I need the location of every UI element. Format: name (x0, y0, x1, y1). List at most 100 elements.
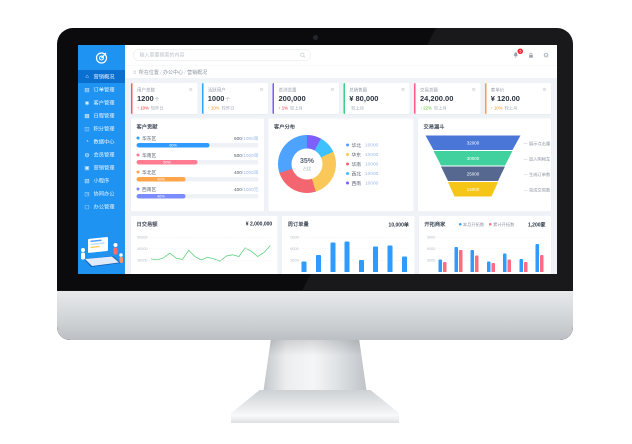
contribution-row-top: 西南区 400/1000元 (136, 186, 259, 193)
sidebar-item-label: 客户管理 (93, 99, 115, 106)
gear-icon[interactable]: ⚙ (471, 87, 476, 92)
donut-chart: 35% 占比 (278, 135, 337, 193)
sidebar-item-2[interactable]: ▤ 订单管理 (78, 83, 125, 96)
merchants-legend: 本月开拓数 累计开拓数 (458, 221, 514, 227)
monitor-stand-base (231, 390, 399, 423)
grid-line (436, 237, 546, 238)
search-input[interactable] (138, 51, 300, 59)
search-box[interactable] (133, 49, 311, 61)
donut-wrap: 35% 占比 华北 10000 华东 10000 华南 10000 西北 10000 西南 100… (274, 135, 408, 193)
home-icon: ⌂ (133, 68, 137, 75)
kpi-delta: ↑ 1% (278, 105, 288, 111)
bar-group (454, 246, 463, 272)
breadcrumb-separator: / (183, 70, 188, 76)
gear-icon[interactable]: ⚙ (259, 87, 264, 92)
sidebar-item-8[interactable]: ▣ 营销管理 (78, 161, 125, 174)
kpi-delta-row: 较上月 (349, 105, 405, 111)
gear-icon[interactable]: ⚙ (400, 87, 405, 92)
progress-track: 40% (136, 177, 259, 182)
sidebar: ⌂ 营销概况 ▤ 订单管理 ◉ 客户管理 ▦ 日程管理 ◫ 积分管理 ◔ 数据中心 ◍ 会员管理 ▣ 营销管理… (78, 45, 125, 274)
axis-tick-label: 40000 (137, 246, 148, 251)
kpi-card: 交易总额 ⚙ 24,200.00 ↓ 22% 较上月 (414, 83, 481, 114)
bar-group (535, 244, 544, 272)
value-main: 400 (233, 170, 242, 176)
line-series (150, 245, 271, 262)
bar (316, 254, 321, 272)
bottom-row: 日交易额 ¥ 2,000,000 50000 40000 30000 周订单量 10… (131, 216, 552, 274)
kpi-delta-row: ↑ 10% 较上月 (491, 105, 547, 111)
bar (459, 250, 463, 272)
progress-track: 60% (136, 143, 259, 148)
contribution-rows: 华东区 600/1000单 60% 华南区 500/1000单 50% 华北区 400/100… (136, 135, 259, 199)
grid-line (299, 260, 409, 261)
funnel-step: 14000 (447, 182, 498, 197)
contribution-value: 400/1000单 (234, 169, 259, 176)
funnel-tick (523, 158, 528, 160)
search-icon[interactable] (300, 52, 306, 58)
funnel-label-text: 加入购物车 (528, 156, 551, 162)
legend-label: 本月开拓数 (462, 221, 485, 227)
panel-title: 客户贡献 (136, 124, 158, 130)
sidebar-nav: ⌂ 营销概况 ▤ 订单管理 ◉ 客户管理 ▦ 日程管理 ◫ 积分管理 ◔ 数据中心 ◍ 会员管理 ▣ 营销管理… (78, 70, 125, 213)
sidebar-item-label: 营销概况 (93, 73, 115, 80)
settings-gear-icon[interactable]: ⚙ (543, 51, 549, 59)
sidebar-item-5[interactable]: ◫ 积分管理 (78, 122, 125, 135)
gear-icon[interactable]: ⚙ (330, 87, 335, 92)
axis-tick-label: 3000 (427, 257, 436, 263)
sidebar-item-6[interactable]: ◔ 数据中心 (78, 135, 125, 148)
contribution-value: 400/1000元 (234, 186, 259, 193)
contribution-row: 华北区 400/1000单 40% (136, 169, 259, 182)
bar (330, 242, 336, 272)
sidebar-item-7[interactable]: ◍ 会员管理 (78, 148, 125, 161)
bar-group (470, 250, 479, 272)
legend-dot (458, 223, 462, 226)
lock-icon[interactable] (528, 52, 534, 59)
breadcrumb-segment[interactable]: 办公中心 (163, 70, 183, 76)
bar (401, 256, 407, 272)
donut-center-value: 35% (300, 156, 315, 165)
axis-tick-label: 30000 (137, 257, 148, 263)
legend-label: 西南 (351, 181, 362, 187)
kpi-value: ¥ 120.00 (490, 94, 520, 104)
kpi-label: 活跃用户 (207, 87, 226, 93)
legend-value: 10000 (365, 161, 379, 167)
legend-value: 10000 (365, 151, 379, 158)
contribution-label: 华南区 (142, 153, 157, 159)
kpi-card-top: 用户总数 ⚙ (137, 87, 193, 94)
monitor-frame: ⌂ 营销概况 ▤ 订单管理 ◉ 客户管理 ▦ 日程管理 ◫ 积分管理 ◔ 数据中心 ◍ 会员管理 ▣ 营销管理… (57, 28, 573, 340)
kpi-value: 1000个 (207, 94, 230, 104)
notification-bell-icon[interactable]: 5 (513, 48, 524, 59)
legend-dot (346, 143, 350, 147)
sidebar-item-10[interactable]: ◳ 协同办公 (78, 187, 125, 200)
gear-icon[interactable]: ⚙ (188, 87, 193, 92)
kpi-note: 较昨日 (221, 105, 235, 111)
value-denominator: /1000单 (241, 153, 259, 159)
sidebar-item-label: 协同办公 (93, 190, 115, 197)
contribution-row-top: 华南区 500/1000单 (136, 152, 259, 159)
member-icon: ◍ (84, 151, 90, 158)
webcam-dot (313, 35, 318, 40)
legend-value: 10000 (365, 142, 379, 148)
legend-item: 华北 10000 (346, 142, 378, 149)
progress-track: 40% (136, 194, 259, 199)
axis-tick-label: 9000 (290, 234, 299, 240)
kpi-unit: 个 (154, 97, 160, 102)
sidebar-item-4[interactable]: ▦ 日程管理 (78, 109, 125, 122)
panel-title: 客户分布 (274, 124, 296, 130)
donut-center-label: 占比 (302, 166, 312, 171)
kpi-label: 客单价 (490, 87, 505, 93)
kpi-card: 用户总数 ⚙ 1200个 ↑ 10% 较昨日 (131, 83, 198, 114)
kpi-value: 200,000 (278, 94, 306, 104)
bar (475, 255, 479, 272)
breadcrumb-items: 所在位置 / 办公中心 / 营销概况 (139, 68, 207, 76)
sidebar-item-11[interactable]: ▢ 办公管理 (78, 200, 125, 213)
sidebar-item-9[interactable]: ▧ 小程序 (78, 174, 125, 187)
gear-icon[interactable]: ⚙ (542, 87, 547, 92)
legend-label: 华东 (351, 152, 362, 159)
sidebar-item-3[interactable]: ◉ 客户管理 (78, 96, 125, 109)
bar (523, 262, 528, 272)
sidebar-item-1[interactable]: ⌂ 营销概况 (78, 70, 125, 83)
panel-title: 开拓商家 (424, 221, 446, 228)
breadcrumb-segment[interactable]: 所在位置 (138, 70, 159, 76)
